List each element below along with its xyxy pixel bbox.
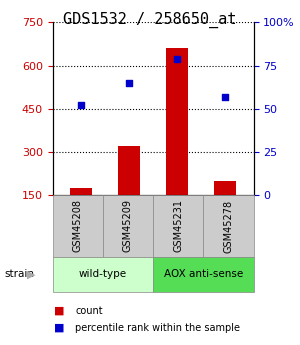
Bar [166, 48, 188, 195]
Bar [214, 180, 236, 195]
Point [222, 94, 227, 99]
Text: GDS1532 / 258650_at: GDS1532 / 258650_at [63, 12, 237, 28]
Text: GSM45278: GSM45278 [224, 199, 233, 253]
Point [127, 80, 131, 86]
Text: GSM45208: GSM45208 [73, 199, 82, 253]
Bar [118, 146, 140, 195]
Bar [70, 188, 92, 195]
Text: GSM45209: GSM45209 [123, 199, 133, 253]
Text: GSM45231: GSM45231 [173, 199, 183, 253]
Point [79, 102, 84, 108]
Text: ▶: ▶ [27, 269, 36, 279]
Text: ■: ■ [54, 306, 64, 315]
Text: AOX anti-sense: AOX anti-sense [164, 269, 243, 279]
Text: ■: ■ [54, 323, 64, 333]
Text: percentile rank within the sample: percentile rank within the sample [75, 323, 240, 333]
Text: strain: strain [4, 269, 34, 279]
Point [175, 56, 179, 61]
Text: wild-type: wild-type [79, 269, 127, 279]
Text: count: count [75, 306, 103, 315]
